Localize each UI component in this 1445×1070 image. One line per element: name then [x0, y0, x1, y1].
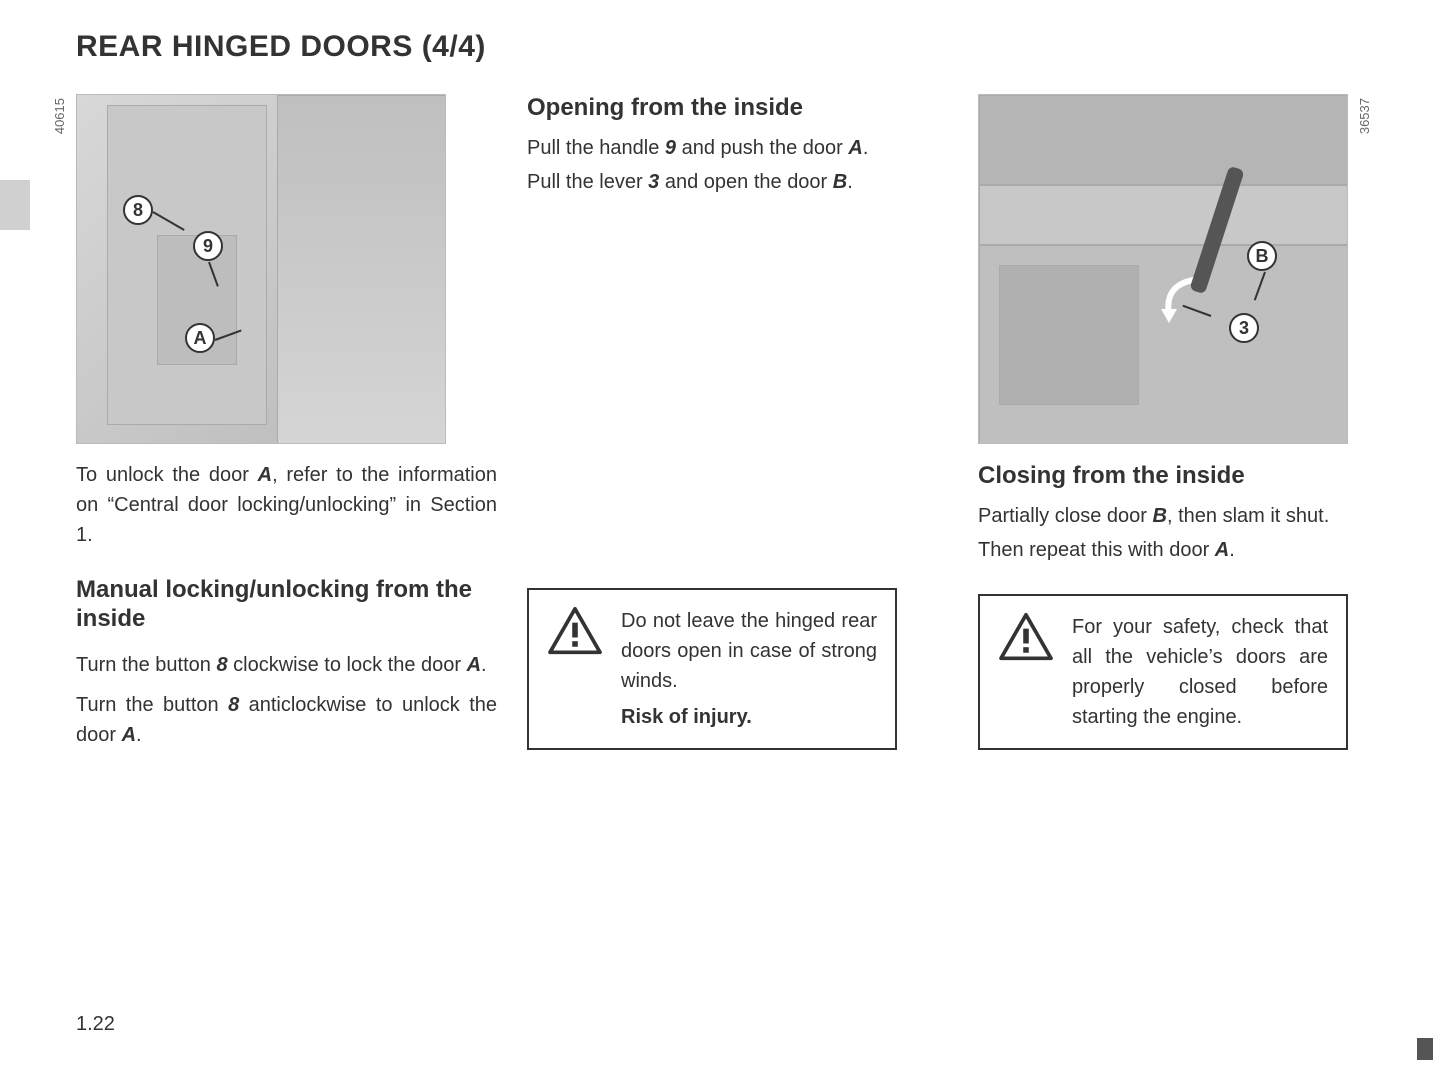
txt: .: [847, 171, 853, 193]
txt: Turn the button: [76, 654, 216, 676]
b: B: [833, 171, 847, 193]
txt: .: [1229, 539, 1235, 561]
col1-line2: Turn the button 8 anticlockwise to unloc…: [76, 690, 497, 750]
callout-A: A: [185, 323, 215, 353]
b: A: [1215, 539, 1229, 561]
warning-2-text: For your safety, check that all the vehi…: [1072, 612, 1328, 732]
b: 8: [228, 694, 239, 716]
warning-icon: [998, 612, 1054, 662]
txt: Turn the button: [76, 694, 228, 716]
figure-2-wrap: 36537 B 3: [978, 94, 1348, 444]
page-marker: [1417, 1038, 1433, 1060]
col3-line2: Then repeat this with door A.: [978, 535, 1399, 565]
b: A: [122, 724, 136, 746]
txt: .: [863, 137, 869, 159]
txt: Then repeat this with door: [978, 539, 1215, 561]
col2-subheading: Opening from the inside: [527, 94, 948, 123]
col1-unlock-text: To unlock the door A, refer to the infor…: [76, 460, 497, 550]
column-1: 40615 8 9 A To unlock the door A, refer …: [76, 94, 497, 750]
page-container: REAR HINGED DOORS (4/4) 40615 8 9 A: [0, 0, 1445, 1070]
warning-1-strong: Risk of injury.: [621, 702, 877, 732]
columns-wrap: 40615 8 9 A To unlock the door A, refer …: [76, 94, 1399, 750]
b: B: [1153, 505, 1167, 527]
txt: Partially close door: [978, 505, 1153, 527]
b: A: [467, 654, 481, 676]
col1-line1: Turn the button 8 clockwise to lock the …: [76, 650, 497, 680]
figure-1-id: 40615: [52, 98, 67, 134]
warning-box-2: For your safety, check that all the vehi…: [978, 594, 1348, 750]
txt: Pull the handle: [527, 137, 665, 159]
warning-1-text: Do not leave the hinged rear doors open …: [621, 606, 877, 732]
col1-subheading: Manual locking/unlocking from the inside: [76, 576, 497, 634]
txt: Pull the lever: [527, 171, 648, 193]
txt: Do not leave the hinged rear doors open …: [621, 610, 877, 692]
warning-icon: [547, 606, 603, 656]
b: 3: [648, 171, 659, 193]
txt: For your safety, check that all the vehi…: [1072, 616, 1328, 728]
page-number: 1.22: [76, 1013, 115, 1036]
figure-2-id: 36537: [1357, 98, 1372, 134]
txt: clockwise to lock the door: [228, 654, 467, 676]
b: A: [848, 137, 862, 159]
b: 9: [665, 137, 676, 159]
col3-subheading: Closing from the inside: [978, 462, 1399, 491]
txt: , then slam it shut.: [1167, 505, 1329, 527]
txt: .: [481, 654, 487, 676]
col3-line1: Partially close door B, then slam it shu…: [978, 501, 1399, 531]
txt: and open the door: [659, 171, 832, 193]
figure-2: B 3: [978, 94, 1348, 444]
figure-1: 8 9 A: [76, 94, 446, 444]
warning-box-1: Do not leave the hinged rear doors open …: [527, 588, 897, 750]
col2-line1: Pull the handle 9 and push the door A.: [527, 133, 948, 163]
figure-1-wrap: 40615 8 9 A: [76, 94, 446, 444]
callout-B: B: [1247, 241, 1277, 271]
txt: and push the door: [676, 137, 848, 159]
txt: .: [136, 724, 142, 746]
column-3: 36537 B 3: [978, 94, 1399, 750]
column-2: Opening from the inside Pull the handle …: [527, 94, 948, 750]
txt: To unlock the door: [76, 464, 258, 486]
callout-9: 9: [193, 231, 223, 261]
bold-A: A: [258, 464, 272, 486]
side-tab: [0, 180, 30, 230]
page-title: REAR HINGED DOORS (4/4): [76, 30, 1415, 64]
b: 8: [216, 654, 227, 676]
callout-8: 8: [123, 195, 153, 225]
callout-3: 3: [1229, 313, 1259, 343]
col2-line2: Pull the lever 3 and open the door B.: [527, 167, 948, 197]
